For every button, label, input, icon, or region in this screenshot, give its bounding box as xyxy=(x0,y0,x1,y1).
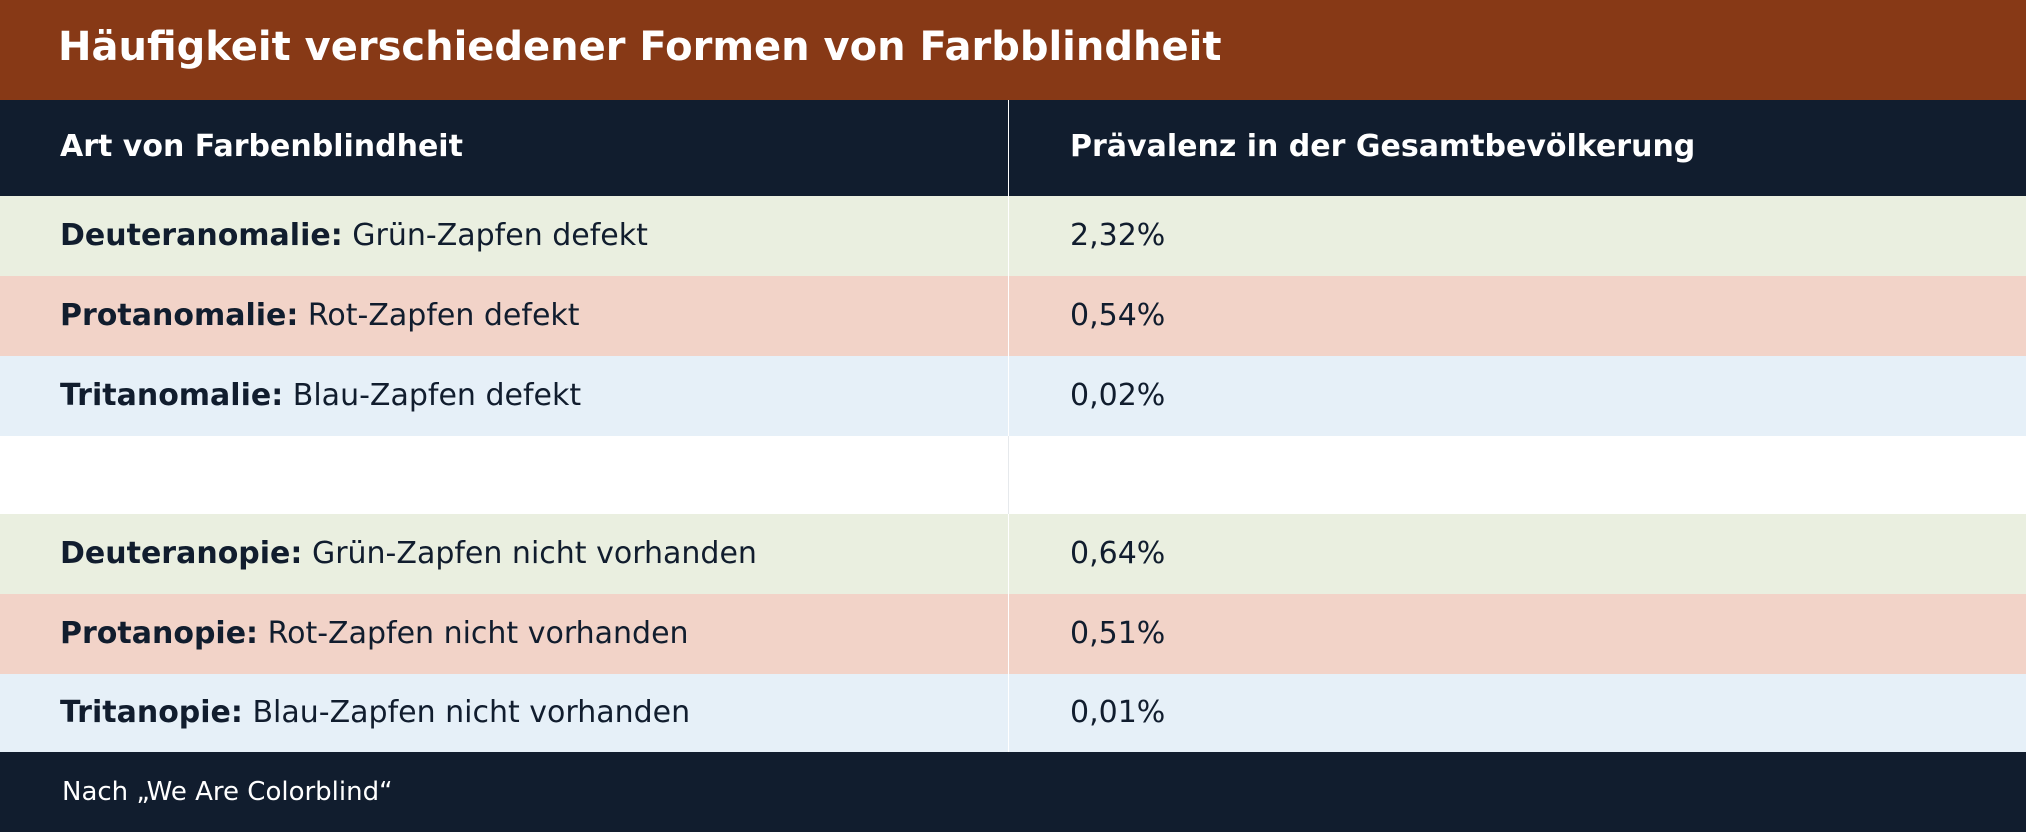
type-description: Rot-Zapfen defekt xyxy=(307,298,580,333)
type-cell: Tritanomalie: Blau-Zapfen defekt xyxy=(60,356,581,436)
table-row: Tritanomalie: Blau-Zapfen defekt 0,02% xyxy=(0,356,2026,436)
type-term: Tritanomalie: xyxy=(60,378,284,413)
prevalence-cell: 0,51% xyxy=(1070,616,1166,651)
type-description: Grün-Zapfen nicht vorhanden xyxy=(311,536,757,571)
type-cell: Tritanopie: Blau-Zapfen nicht vorhanden xyxy=(60,674,690,752)
spacer-row xyxy=(0,436,2026,514)
type-cell: Deuteranopie: Grün-Zapfen nicht vorhande… xyxy=(60,514,757,594)
type-description: Rot-Zapfen nicht vorhanden xyxy=(267,616,689,651)
type-term: Protanopie: xyxy=(60,616,259,651)
type-term: Deuteranomalie: xyxy=(60,218,343,253)
column-divider xyxy=(1008,436,1009,514)
type-cell: Deuteranomalie: Grün-Zapfen defekt xyxy=(60,196,648,276)
column-divider xyxy=(1008,100,1009,436)
type-cell: Protanomalie: Rot-Zapfen defekt xyxy=(60,276,580,356)
column-divider xyxy=(1008,514,1009,752)
prevalence-cell: 0,64% xyxy=(1070,536,1166,571)
column-header-type: Art von Farbenblindheit xyxy=(60,129,463,164)
table-row: Deuteranomalie: Grün-Zapfen defekt 2,32% xyxy=(0,196,2026,276)
prevalence-cell: 0,54% xyxy=(1070,298,1166,333)
type-description: Blau-Zapfen nicht vorhanden xyxy=(252,695,691,730)
table-row: Protanopie: Rot-Zapfen nicht vorhanden 0… xyxy=(0,594,2026,674)
type-term: Protanomalie: xyxy=(60,298,299,333)
type-description: Blau-Zapfen defekt xyxy=(292,378,582,413)
footer: Nach „We Are Colorblind“ xyxy=(0,752,2026,832)
page-title: Häufigkeit verschiedener Formen von Farb… xyxy=(58,24,1222,70)
type-cell: Protanopie: Rot-Zapfen nicht vorhanden xyxy=(60,594,689,674)
prevalence-cell: 0,01% xyxy=(1070,695,1166,730)
prevalence-cell: 0,02% xyxy=(1070,378,1166,413)
type-description: Grün-Zapfen defekt xyxy=(352,218,648,253)
column-header-prevalence: Prävalenz in der Gesamtbevölkerung xyxy=(1070,129,1696,164)
source-note: Nach „We Are Colorblind“ xyxy=(62,777,393,807)
table-row: Protanomalie: Rot-Zapfen defekt 0,54% xyxy=(0,276,2026,356)
title-bar: Häufigkeit verschiedener Formen von Farb… xyxy=(0,0,2026,100)
table-row: Deuteranopie: Grün-Zapfen nicht vorhande… xyxy=(0,514,2026,594)
table-row: Tritanopie: Blau-Zapfen nicht vorhanden … xyxy=(0,674,2026,752)
prevalence-cell: 2,32% xyxy=(1070,218,1166,253)
type-term: Tritanopie: xyxy=(60,695,243,730)
table-header-row: Art von Farbenblindheit Prävalenz in der… xyxy=(0,100,2026,196)
type-term: Deuteranopie: xyxy=(60,536,303,571)
